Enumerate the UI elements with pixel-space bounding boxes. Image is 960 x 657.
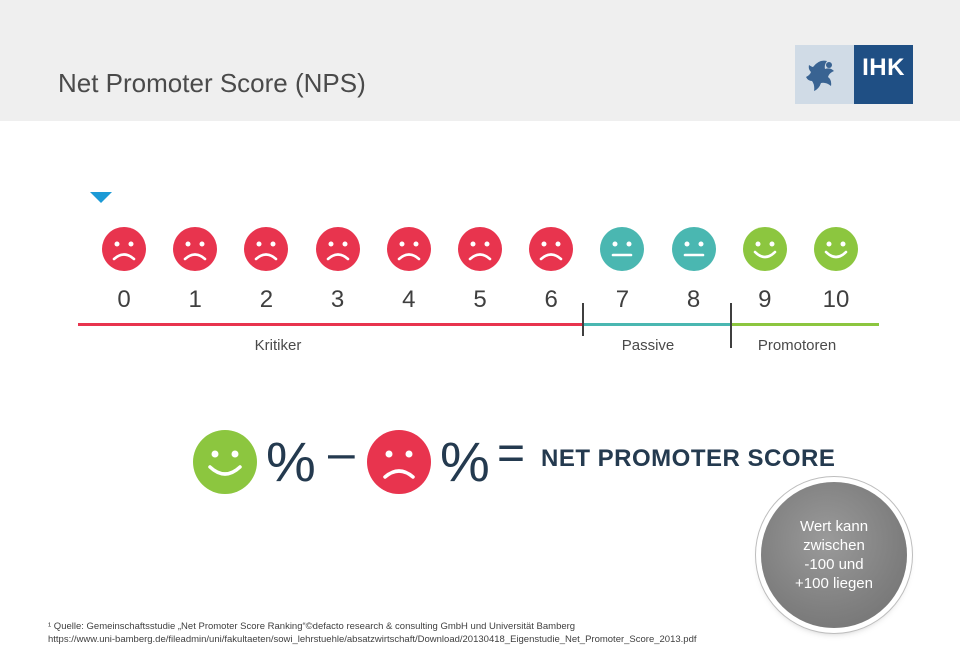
happy-face-icon bbox=[742, 227, 787, 271]
happy-face-icon bbox=[814, 227, 858, 271]
sad-face-large-icon bbox=[367, 430, 431, 494]
scale-number: 8 bbox=[686, 286, 701, 313]
scale-number: 1 bbox=[188, 286, 202, 313]
scale-number: 9 bbox=[758, 286, 772, 313]
scale-number: 2 bbox=[259, 286, 274, 313]
eagle-emblem-icon bbox=[795, 45, 854, 104]
sad-face-icon bbox=[173, 227, 218, 271]
happy-face-large-icon bbox=[193, 430, 257, 494]
sad-face-icon bbox=[315, 227, 360, 271]
formula-percent-2: % bbox=[440, 430, 490, 493]
footnote-url[interactable]: https://www.uni-bamberg.de/fileadmin/uni… bbox=[48, 634, 697, 645]
logo-text: IHK bbox=[854, 45, 913, 104]
bubble-line-1: Wert kann bbox=[799, 518, 869, 535]
passive-line bbox=[583, 323, 731, 326]
scale-number: 4 bbox=[402, 286, 416, 313]
source-footnote: ¹ Quelle: Gemeinschaftsstudie „Net Promo… bbox=[48, 620, 697, 646]
group-label-promotoren: Promotoren bbox=[757, 337, 837, 354]
group-label-kritiker: Kritiker bbox=[254, 337, 302, 354]
formula-equals: = bbox=[497, 427, 526, 480]
scale-number: 6 bbox=[544, 286, 558, 313]
footnote-source: ¹ Quelle: Gemeinschaftsstudie „Net Promo… bbox=[48, 621, 576, 632]
scale-number: 3 bbox=[330, 286, 345, 313]
sad-face-icon bbox=[458, 227, 502, 271]
divider-passive bbox=[582, 303, 584, 336]
divider-promotoren bbox=[730, 303, 732, 348]
scale-number: 0 bbox=[117, 286, 131, 313]
range-info-bubble: Wert kann zwischen -100 und +100 liegen bbox=[761, 482, 907, 628]
promotoren-line bbox=[731, 323, 879, 326]
sad-face-icon bbox=[102, 227, 146, 271]
group-label-passive: Passive bbox=[621, 337, 675, 354]
bubble-line-3: -100 und bbox=[804, 556, 864, 573]
neutral-face-icon bbox=[671, 227, 716, 271]
bubble-line-2: zwischen bbox=[803, 537, 865, 554]
scale-number: 5 bbox=[473, 286, 487, 313]
formula-minus: – bbox=[328, 427, 355, 480]
sad-face-icon bbox=[386, 227, 431, 271]
selection-marker-icon bbox=[90, 192, 112, 203]
sad-face-icon bbox=[244, 227, 289, 271]
sad-face-icon bbox=[529, 227, 574, 271]
neutral-face-icon bbox=[600, 227, 645, 271]
kritiker-line bbox=[78, 323, 583, 326]
nps-label: NET PROMOTER SCORE bbox=[541, 445, 836, 472]
bubble-line-4: +100 liegen bbox=[795, 575, 873, 592]
scale-number: 10 bbox=[822, 286, 850, 313]
ihk-logo: IHK bbox=[795, 45, 913, 104]
formula-percent-1: % bbox=[266, 430, 316, 493]
scale-number: 7 bbox=[615, 286, 630, 313]
page-title: Net Promoter Score (NPS) bbox=[58, 68, 366, 98]
